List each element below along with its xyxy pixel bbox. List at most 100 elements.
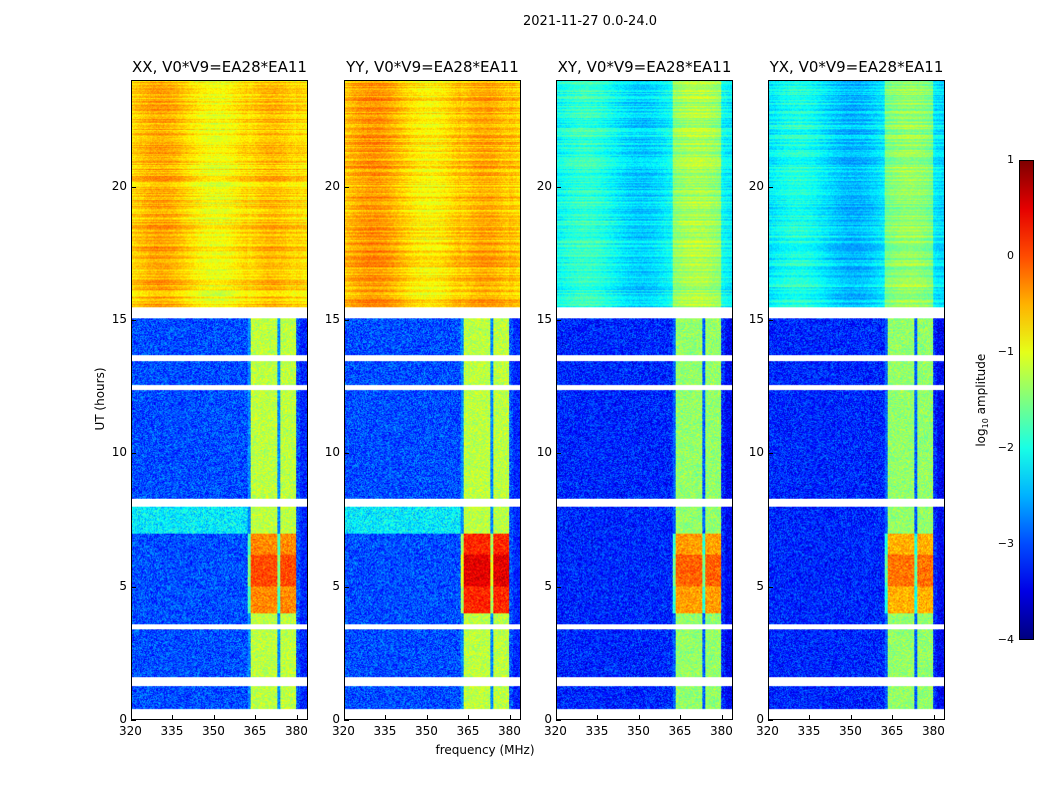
y-tick-mark	[768, 320, 773, 321]
x-tick-mark	[850, 715, 852, 720]
x-tick-mark	[344, 715, 345, 720]
y-tick-label: 10	[536, 445, 552, 460]
heatmap-yy	[345, 81, 520, 719]
panel-title-xx: XX, V0*V9=EA28*EA11	[132, 58, 307, 76]
x-tick-mark	[721, 715, 723, 720]
y-tick-label: 10	[324, 445, 340, 460]
y-tick-mark	[131, 320, 136, 321]
y-tick-mark	[768, 186, 773, 188]
colorbar-tick-label: −1	[997, 345, 1014, 358]
y-tick-mark	[344, 453, 349, 455]
y-tick-mark	[556, 320, 561, 321]
panel-title-xy: XY, V0*V9=EA28*EA11	[557, 58, 732, 76]
x-tick-mark	[509, 715, 511, 720]
x-tick-mark	[172, 715, 174, 720]
y-tick-label: 5	[119, 578, 127, 593]
x-tick-label: 335	[160, 724, 184, 738]
x-tick-mark	[638, 715, 640, 720]
x-tick-mark	[809, 715, 811, 720]
panel-title-yy: YY, V0*V9=EA28*EA11	[346, 58, 519, 76]
colorbar-tick-label: −4	[997, 633, 1014, 646]
x-tick-mark	[296, 715, 298, 720]
x-tick-label: 380	[284, 724, 308, 738]
y-tick-mark	[344, 186, 349, 188]
y-tick-label: 5	[756, 578, 764, 593]
y-tick-mark	[768, 453, 773, 455]
x-tick-label: 320	[119, 724, 142, 738]
x-axis-label: frequency (MHz)	[435, 743, 535, 757]
y-tick-label: 0	[332, 712, 340, 726]
figure-title: 2021-11-27 0.0-24.0	[523, 14, 657, 29]
heatmap-xy	[557, 81, 732, 719]
x-tick-label: 380	[497, 724, 521, 738]
y-tick-mark	[344, 720, 349, 721]
colorbar-tick-label: 1	[1007, 153, 1014, 166]
x-tick-label: 335	[585, 724, 609, 738]
x-tick-mark	[892, 715, 894, 720]
y-tick-label: 0	[119, 712, 127, 726]
colorbar	[1019, 160, 1034, 640]
x-tick-mark	[255, 715, 257, 720]
x-tick-label: 365	[668, 724, 692, 738]
y-tick-label: 20	[111, 178, 127, 193]
colorbar-tick-label: −2	[997, 441, 1014, 454]
y-tick-mark	[556, 720, 561, 721]
x-tick-label: 335	[797, 724, 821, 738]
x-tick-label: 320	[332, 724, 355, 738]
y-tick-label: 20	[536, 178, 552, 193]
y-tick-label: 15	[536, 312, 552, 326]
x-tick-mark	[680, 715, 682, 720]
y-tick-mark	[344, 586, 349, 588]
x-tick-label: 335	[373, 724, 397, 738]
y-tick-label: 15	[324, 312, 340, 326]
y-tick-label: 5	[332, 578, 340, 593]
x-tick-mark	[426, 715, 428, 720]
y-axis-label: UT (hours)	[93, 367, 107, 431]
y-tick-mark	[131, 586, 136, 588]
x-tick-label: 320	[756, 724, 779, 738]
panel-yy	[344, 80, 521, 720]
colorbar-label: log10 amplitude	[973, 353, 991, 447]
y-tick-label: 10	[748, 445, 764, 460]
y-tick-mark	[344, 320, 349, 321]
panel-yx	[768, 80, 945, 720]
x-tick-label: 350	[626, 724, 650, 738]
x-tick-mark	[933, 715, 935, 720]
x-tick-mark	[213, 715, 215, 720]
y-tick-label: 15	[748, 312, 764, 326]
x-tick-mark	[385, 715, 387, 720]
y-tick-label: 15	[111, 312, 127, 326]
y-tick-label: 0	[756, 712, 764, 726]
x-tick-label: 380	[921, 724, 945, 738]
x-tick-mark	[468, 715, 470, 720]
y-tick-mark	[556, 186, 561, 188]
y-tick-mark	[768, 586, 773, 588]
y-tick-mark	[556, 586, 561, 588]
x-tick-mark	[768, 715, 769, 720]
y-tick-mark	[131, 453, 136, 455]
y-tick-mark	[131, 186, 136, 188]
y-tick-label: 20	[748, 178, 764, 193]
x-tick-mark	[556, 715, 557, 720]
colorbar-tick-label: −3	[997, 537, 1014, 550]
x-tick-label: 350	[838, 724, 862, 738]
x-tick-label: 365	[243, 724, 267, 738]
x-tick-mark	[597, 715, 599, 720]
heatmap-yx	[769, 81, 944, 719]
x-tick-label: 365	[456, 724, 480, 738]
y-tick-label: 20	[324, 178, 340, 193]
x-tick-label: 320	[544, 724, 567, 738]
y-tick-label: 5	[544, 578, 552, 593]
panel-xx	[131, 80, 308, 720]
x-tick-label: 350	[201, 724, 225, 738]
y-tick-mark	[131, 720, 136, 721]
x-tick-label: 380	[709, 724, 733, 738]
y-tick-label: 10	[111, 445, 127, 460]
colorbar-tick-label: 0	[1007, 249, 1014, 262]
x-tick-label: 350	[414, 724, 438, 738]
y-tick-label: 0	[544, 712, 552, 726]
y-tick-mark	[556, 453, 561, 455]
panel-title-yx: YX, V0*V9=EA28*EA11	[769, 58, 944, 76]
x-tick-label: 365	[880, 724, 904, 738]
